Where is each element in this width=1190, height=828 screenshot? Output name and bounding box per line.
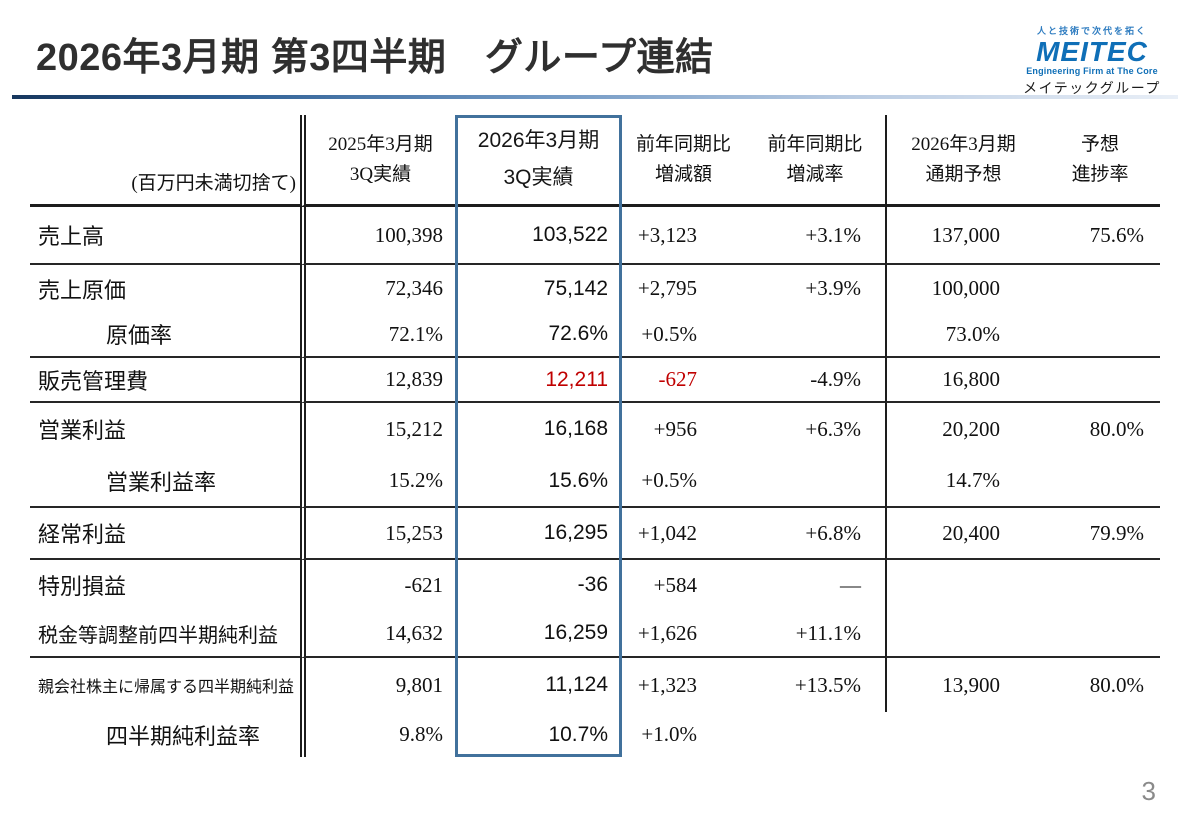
logo-tagline: 人と技術で次代を拓く xyxy=(1036,26,1147,36)
table-cell: +3.9% xyxy=(805,276,861,300)
table-cell xyxy=(745,455,885,508)
table-cell: 100,000 xyxy=(885,265,1040,312)
table-cell: +956 xyxy=(653,416,697,441)
table-cell: 14.7% xyxy=(885,455,1040,508)
table-cell: 13,900 xyxy=(885,658,1040,712)
row-label: 販売管理費 xyxy=(30,358,300,403)
page-title: 2026年3月期 第3四半期 グループ連結 xyxy=(36,37,714,79)
table-cell: 80.0% xyxy=(1089,416,1144,441)
header-full-year-forecast: 2026年3月期 通期予想 xyxy=(885,115,1040,207)
header-yoy-change-amount: 前年同期比 増減額 xyxy=(622,115,745,207)
title-underline xyxy=(12,95,1178,99)
table-cell: +3.1% xyxy=(745,207,885,265)
table-cell: +1,626 xyxy=(622,610,745,658)
table-cell: +2,795 xyxy=(637,276,697,300)
table-cell: +584 xyxy=(653,572,697,597)
table-cell xyxy=(885,712,1040,757)
table-cell: +13.5% xyxy=(794,672,861,697)
table-cell: 103,522 xyxy=(455,207,622,265)
table-cell: +3,123 xyxy=(622,207,745,265)
table-cell xyxy=(885,560,1040,610)
table-cell: 79.9% xyxy=(1040,508,1160,560)
table-cell xyxy=(1040,312,1160,358)
table-cell: 16,800 xyxy=(885,358,1040,403)
table-cell: 15.2% xyxy=(300,455,455,508)
table-cell xyxy=(1040,265,1160,312)
row-label: 営業利益率 xyxy=(30,455,300,508)
results-table: (百万円未満切捨て) 2025年3月期 3Q実績 2026年3月期 3Q実績 前年同… xyxy=(30,115,1160,757)
table-cell: 20,200 xyxy=(885,403,1040,455)
table-cell: — xyxy=(840,572,861,597)
page-number: 3 xyxy=(1141,776,1156,806)
header-unit-note-cell: (百万円未満切捨て) xyxy=(30,115,300,207)
header-fy2025-3q: 2025年3月期 3Q実績 xyxy=(300,115,455,207)
table-cell: 10.7% xyxy=(548,722,608,746)
table-cell: +1,323 xyxy=(637,672,697,697)
table-cell: 72.1% xyxy=(300,312,455,358)
table-cell xyxy=(1040,455,1160,508)
row-label: 経常利益 xyxy=(30,508,300,560)
table-cell: 12,839 xyxy=(300,358,455,403)
table-cell: 72.6% xyxy=(455,312,622,358)
table-cell: 15,212 xyxy=(300,403,455,455)
table-cell xyxy=(1040,560,1160,610)
table-cell: 73.0% xyxy=(885,312,1040,358)
row-label: 特別損益 xyxy=(38,574,127,599)
table-cell: 75.6% xyxy=(1040,207,1160,265)
table-cell: 16,295 xyxy=(455,508,622,560)
table-cell: +0.5% xyxy=(622,455,745,508)
table-cell: 9.8% xyxy=(300,712,455,757)
logo-brand-wordmark: MEITEC xyxy=(1036,36,1148,68)
logo-group-name: メイテックグループ xyxy=(1023,79,1161,96)
table-cell: +6.8% xyxy=(745,508,885,560)
row-label: 親会社株主に帰属する四半期純利益 xyxy=(38,679,295,696)
table-cell: 12,211 xyxy=(455,358,622,403)
table-cell: -36 xyxy=(577,573,608,596)
table-cell: 137,000 xyxy=(885,207,1040,265)
row-label: 原価率 xyxy=(30,312,300,358)
company-logo: 人と技術で次代を拓く MEITEC Engineering Firm at Th… xyxy=(1022,26,1162,96)
row-label: 四半期純利益率 xyxy=(106,723,261,749)
table-cell: +1,042 xyxy=(622,508,745,560)
unit-note: (百万円未満切捨て) xyxy=(131,172,296,194)
table-cell: 80.0% xyxy=(1089,672,1144,697)
table-cell: -4.9% xyxy=(745,358,885,403)
table-cell xyxy=(745,712,885,757)
header-yoy-change-rate: 前年同期比 増減率 xyxy=(745,115,885,207)
table-cell xyxy=(745,312,885,358)
table-cell: +11.1% xyxy=(745,610,885,658)
table-cell xyxy=(1040,712,1160,757)
table-cell: 15.6% xyxy=(455,455,622,508)
row-label: 税金等調整前四半期純利益 xyxy=(30,610,300,658)
table-cell: 14,632 xyxy=(300,610,455,658)
table-cell: 72,346 xyxy=(300,265,455,312)
table-cell: -627 xyxy=(622,358,745,403)
row-label: 売上高 xyxy=(30,207,300,265)
row-label: 営業利益 xyxy=(38,418,127,443)
table-cell: 11,124 xyxy=(545,673,608,696)
header-fy2026-3q: 2026年3月期 3Q実績 xyxy=(455,115,622,207)
table-cell: 16,168 xyxy=(543,417,608,440)
table-cell: 15,253 xyxy=(300,508,455,560)
table-cell xyxy=(1040,358,1160,403)
table-cell: +1.0% xyxy=(641,722,697,746)
row-label: 売上原価 xyxy=(38,277,127,303)
table-cell: 16,259 xyxy=(455,610,622,658)
table-cell: +0.5% xyxy=(622,312,745,358)
table-cell xyxy=(885,610,1040,658)
table-cell: 75,142 xyxy=(543,276,608,300)
logo-subtitle: Engineering Firm at The Core xyxy=(1026,66,1158,77)
table-cell: 9,801 xyxy=(300,658,455,712)
table-cell: 20,400 xyxy=(885,508,1040,560)
table-cell xyxy=(1040,610,1160,658)
table-cell: 100,398 xyxy=(300,207,455,265)
header-forecast-progress: 予想 進捗率 xyxy=(1040,115,1160,207)
table-cell: +6.3% xyxy=(805,416,861,441)
table-cell: -621 xyxy=(300,560,455,610)
